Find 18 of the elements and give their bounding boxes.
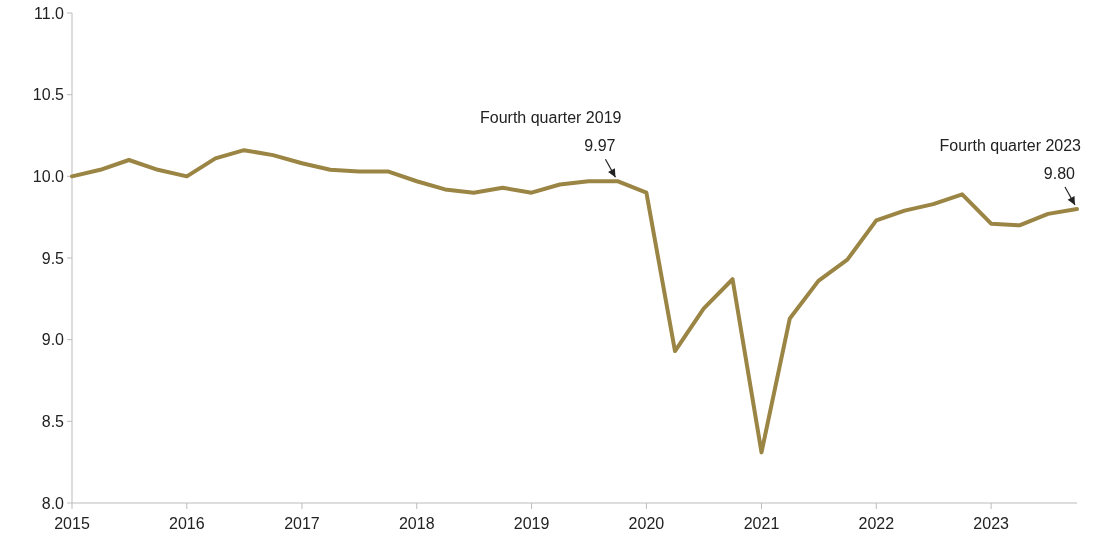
y-tick-label: 9.0 xyxy=(41,331,65,349)
x-tick-label: 2017 xyxy=(284,515,320,532)
y-tick-label: 11.0 xyxy=(34,4,65,22)
x-tick-label: 2019 xyxy=(513,515,550,532)
y-tick-label: 9.5 xyxy=(41,249,65,267)
annotation: Fourth quarter 2019 9.97 xyxy=(480,109,622,155)
x-tick-label: 2018 xyxy=(398,515,435,532)
y-tick-label: 8.5 xyxy=(41,412,65,430)
x-tick-label: 2015 xyxy=(54,515,90,532)
annotation: Fourth quarter 2023 9.80 xyxy=(939,137,1082,182)
x-tick-label: 2021 xyxy=(743,515,780,532)
y-tick-label: 10.0 xyxy=(32,167,65,185)
y-tick-label: 10.5 xyxy=(32,86,65,104)
y-tick-label: 8.0 xyxy=(41,494,65,512)
x-tick-label: 2016 xyxy=(169,515,205,532)
x-tick-label: 2023 xyxy=(973,515,1010,532)
x-tick-label: 2022 xyxy=(858,515,895,532)
x-tick-label: 2020 xyxy=(628,515,665,532)
